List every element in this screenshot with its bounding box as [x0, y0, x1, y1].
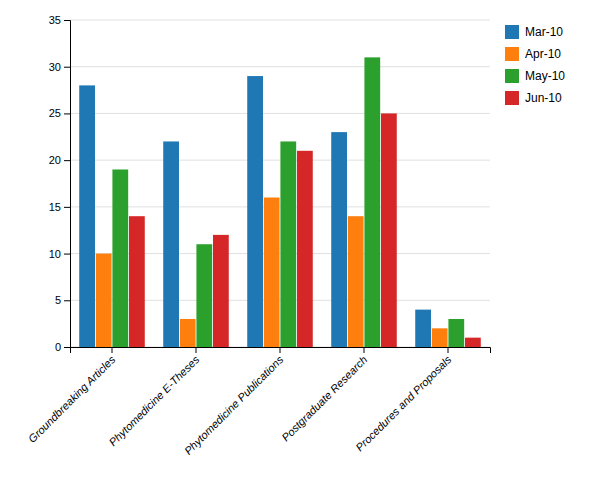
bar-series: [112, 57, 464, 347]
tick-mark: [364, 347, 365, 353]
grid: [70, 20, 490, 347]
bar: [465, 338, 481, 347]
tick: 20: [49, 154, 70, 166]
bar: [297, 151, 313, 347]
tick: Phytomedicine E-Theses: [106, 347, 201, 448]
legend-swatch: [505, 91, 519, 105]
tick-mark: [64, 67, 70, 68]
grid-line: [70, 66, 490, 67]
tick: 35: [49, 14, 70, 26]
tick-label: Groundbreaking Articles: [26, 353, 118, 445]
bar: [96, 254, 112, 347]
tick: 25: [49, 107, 70, 119]
x-axis: Groundbreaking ArticlesPhytomedicine E-T…: [26, 347, 491, 457]
tick-mark: [64, 113, 70, 114]
axis-line: [71, 348, 491, 354]
tick: 5: [55, 294, 70, 306]
legend-label: May-10: [525, 69, 565, 83]
tick-mark: [64, 207, 70, 208]
tick-label: Postgraduate Research: [279, 353, 369, 443]
bar: [180, 319, 196, 347]
bar: [163, 141, 179, 347]
tick-label: 0: [55, 341, 61, 353]
tick-label: 15: [49, 201, 61, 213]
tick-mark: [448, 347, 449, 353]
legend-item: May-10: [505, 69, 565, 83]
plot: 05101520253035Groundbreaking ArticlesPhy…: [26, 14, 491, 457]
tick-label: Procedures and Proposals: [353, 353, 454, 454]
bar: [112, 169, 128, 347]
tick-mark: [280, 347, 281, 353]
legend-item: Apr-10: [505, 47, 561, 61]
bar: [415, 310, 431, 347]
bar: [331, 132, 347, 347]
tick-label: 35: [49, 14, 61, 26]
tick: 15: [49, 201, 70, 213]
legend: Mar-10 Apr-10 May-10 Jun-10: [505, 25, 565, 105]
tick: Procedures and Proposals: [353, 347, 454, 453]
legend-item: Jun-10: [505, 91, 562, 105]
tick-mark: [112, 347, 113, 353]
tick: Phytomedicine Publications: [182, 347, 286, 457]
tick-mark: [196, 347, 197, 353]
tick-mark: [64, 254, 70, 255]
tick: 30: [49, 61, 70, 73]
bar: [381, 113, 397, 347]
grid-line: [70, 20, 490, 21]
tick-mark: [64, 300, 70, 301]
grid-line: [70, 113, 490, 114]
tick: 0: [55, 341, 70, 353]
tick: Groundbreaking Articles: [26, 347, 118, 445]
legend-item: Mar-10: [505, 25, 563, 39]
tick: 10: [49, 248, 70, 260]
tick-mark: [64, 347, 70, 348]
bar-series: [129, 113, 481, 347]
bar: [79, 85, 95, 347]
bar: [129, 216, 145, 347]
legend-swatch: [505, 25, 519, 39]
tick: Postgraduate Research: [279, 347, 369, 444]
tick-label: Phytomedicine Publications: [182, 353, 286, 457]
bars: [79, 57, 481, 347]
tick-mark: [64, 160, 70, 161]
axis-line: [64, 21, 71, 348]
tick-label: 30: [49, 61, 61, 73]
legend-label: Apr-10: [525, 47, 561, 61]
tick-label: Phytomedicine E-Theses: [106, 353, 201, 448]
legend-label: Mar-10: [525, 25, 563, 39]
bar: [264, 198, 280, 347]
tick-label: 20: [49, 154, 61, 166]
bar: [196, 244, 212, 347]
tick-label: 25: [49, 107, 61, 119]
grid-line: [70, 160, 490, 161]
chart: 05101520253035Groundbreaking ArticlesPhy…: [0, 0, 600, 482]
tick-label: 10: [49, 248, 61, 260]
legend-swatch: [505, 47, 519, 61]
bar: [448, 319, 464, 347]
bar: [280, 141, 296, 347]
legend-swatch: [505, 69, 519, 83]
bar: [364, 57, 380, 347]
grid-line: [70, 206, 490, 207]
y-axis: 0 5 10 15 20 25 30 35: [49, 14, 71, 353]
bar: [213, 235, 229, 347]
legend-label: Jun-10: [525, 91, 562, 105]
tick-mark: [64, 20, 70, 21]
tick-label: 5: [55, 294, 61, 306]
bar: [432, 328, 448, 347]
bar: [247, 76, 263, 347]
bar: [348, 216, 364, 347]
